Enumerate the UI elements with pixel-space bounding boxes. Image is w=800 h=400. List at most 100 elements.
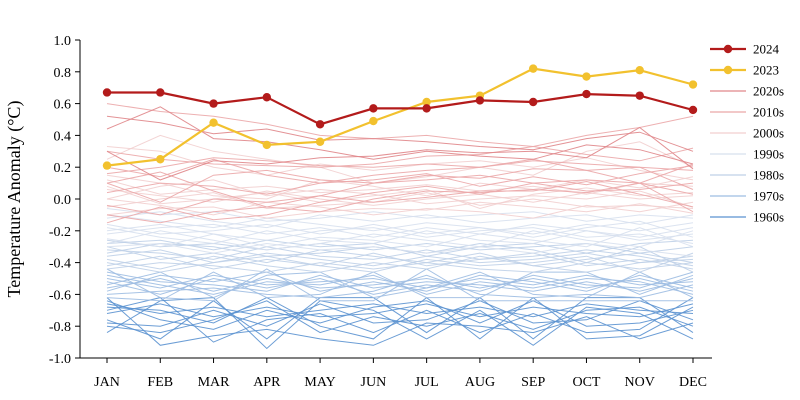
- series-line-2020s: [106, 126, 694, 181]
- series-line-2000s: [106, 185, 694, 210]
- data-point-2024: [156, 88, 165, 97]
- series-line-2000s: [106, 179, 694, 195]
- legend-label: 2000s: [753, 126, 784, 141]
- x-tick-label: APR: [253, 375, 281, 390]
- series-line-1960s: [106, 303, 694, 318]
- series-line-1970s: [106, 274, 694, 299]
- series-line-2010s: [106, 157, 694, 175]
- data-point-2024: [315, 120, 325, 129]
- series-line-1960s: [106, 297, 694, 346]
- legend-label: 2010s: [753, 105, 784, 120]
- series-line-1990s: [106, 220, 694, 238]
- series-line-2010s: [106, 174, 694, 216]
- data-point-2023: [528, 64, 538, 73]
- legend-label: 2023: [753, 63, 779, 78]
- x-tick-label: MAY: [304, 375, 335, 390]
- y-tick-label: -1.0: [49, 352, 71, 367]
- series-lines: [102, 64, 698, 350]
- series-line-1970s: [106, 277, 694, 292]
- series-line-1980s: [106, 249, 694, 267]
- series-line-2010s: [106, 158, 694, 195]
- series-line-1960s: [106, 297, 694, 350]
- series-line-2023: [106, 67, 694, 167]
- series-line-1990s: [106, 211, 694, 229]
- data-point-2024: [475, 96, 485, 105]
- data-point-2024: [582, 89, 591, 99]
- x-tick-label: NOV: [625, 375, 655, 390]
- series-line-2010s: [106, 103, 694, 148]
- series-line-2000s: [106, 201, 694, 219]
- x-ticks: JAN FEB MAR APR MAY JUN JUL AUG SEP OCT NOV DEC: [94, 358, 707, 390]
- data-point-2023: [315, 137, 325, 146]
- legend-marker: [723, 44, 733, 54]
- series-line-2000s: [106, 174, 694, 200]
- legend-label: 1960s: [753, 210, 784, 225]
- legend-label: 1970s: [753, 189, 784, 204]
- legend-label: 2020s: [753, 84, 784, 99]
- y-tick-label: 0.0: [54, 193, 72, 208]
- data-point-2023: [688, 80, 698, 89]
- data-point-2023: [635, 66, 644, 75]
- series-line-2010s: [106, 145, 694, 168]
- data-point-2023: [102, 161, 112, 170]
- data-point-2024: [369, 104, 378, 113]
- series-line-1970s: [106, 268, 693, 302]
- x-tick-label: DEC: [679, 375, 707, 390]
- series-line-1990s: [106, 230, 694, 251]
- series-line-1990s: [106, 227, 694, 248]
- series-line-1960s: [106, 297, 694, 343]
- data-point-2023: [369, 116, 378, 126]
- x-tick-label: FEB: [147, 375, 173, 390]
- data-point-2023: [156, 155, 165, 164]
- data-point-2024: [422, 104, 431, 113]
- series-line-1960s: [106, 300, 694, 327]
- series-line-1970s: [106, 271, 694, 299]
- series-line-2010s: [106, 182, 694, 224]
- x-tick-label: MAR: [198, 375, 231, 390]
- data-point-2024: [635, 91, 644, 100]
- data-point-2024: [209, 99, 218, 108]
- series-line-1960s: [106, 296, 694, 340]
- data-point-2024: [102, 88, 112, 97]
- series-line-2020s: [106, 115, 694, 152]
- y-tick-label: 0.2: [54, 161, 72, 176]
- series-line-2000s: [106, 146, 694, 181]
- series-line-1990s: [106, 227, 694, 245]
- y-tick-label: -0.4: [49, 257, 71, 272]
- data-point-2023: [422, 97, 431, 107]
- legend-marker: [723, 65, 733, 75]
- x-tick-label: AUG: [465, 375, 495, 390]
- series-line-1980s: [106, 252, 694, 270]
- series-line-1960s: [106, 300, 694, 334]
- data-point-2024: [688, 105, 698, 115]
- series-line-1990s: [106, 242, 694, 257]
- series-line-1990s: [106, 214, 694, 235]
- series-line-2010s: [106, 166, 694, 203]
- series-line-1960s: [106, 296, 694, 340]
- y-axis-title: Temperature Anomaly (°C): [4, 101, 25, 298]
- y-tick-label: -0.2: [49, 225, 71, 240]
- axes: -1.0 -0.8 -0.6 -0.4 -0.2 0.0 0.2 0.4 0.6 0.8 1.0 J…: [4, 34, 712, 390]
- y-tick-label: -0.6: [49, 288, 71, 303]
- y-tick-label: 1.0: [54, 34, 72, 49]
- y-tick-label: -0.8: [49, 320, 71, 335]
- series-line-2010s: [106, 158, 694, 187]
- x-tick-label: JUN: [361, 375, 387, 390]
- series-line-1980s: [106, 252, 694, 273]
- series-line-2000s: [106, 134, 694, 184]
- legend-label: 1990s: [753, 147, 784, 162]
- series-line-2020s: [106, 106, 694, 165]
- series-line-1980s: [106, 239, 694, 254]
- series-line-1960s: [106, 300, 694, 330]
- data-point-2023: [582, 72, 591, 81]
- data-point-2024: [262, 93, 272, 102]
- legend-label: 2024: [753, 42, 780, 57]
- series-line-2024: [107, 91, 694, 126]
- x-tick-label: JAN: [94, 375, 120, 390]
- series-line-2010s: [106, 180, 694, 224]
- y-tick-label: 0.4: [54, 129, 72, 144]
- legend: 2024 2023 2020s 2010s 2000s 1990s 1980s 1970s 19…: [710, 42, 784, 225]
- series-line-1990s: [106, 223, 694, 238]
- series-line-1980s: [106, 246, 694, 267]
